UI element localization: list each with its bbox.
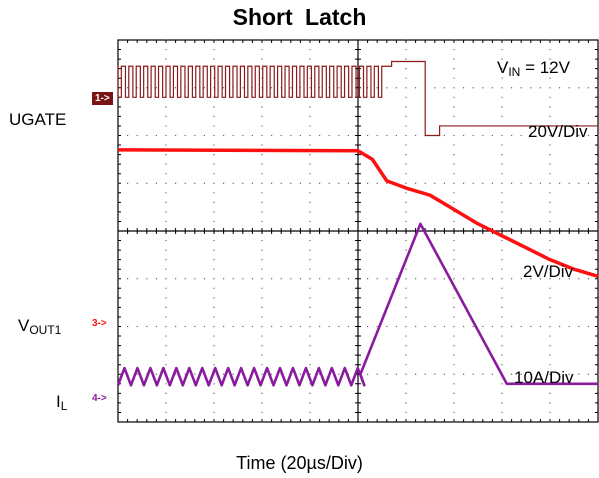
x-axis-label: Time (20µs/Div) (236, 453, 363, 473)
vin-annotation: VIN = 12V (497, 58, 570, 79)
ch3-marker: 3-> (92, 318, 107, 329)
axis-ticks (117, 39, 599, 423)
il-trace (116, 222, 598, 387)
vout1-trace (117, 148, 599, 279)
ch4-marker: 4-> (92, 393, 107, 404)
chart-title: Short Latch (232, 4, 367, 30)
vout1-label: VOUT1 (18, 316, 62, 337)
il-label: IL (56, 392, 68, 413)
ch4-scale-label: 10A/Div (514, 368, 574, 387)
ch3-scale-label: 2V/Div (523, 262, 574, 281)
ugate-trace (117, 60, 598, 137)
ch1-scale-label: 20V/Div (528, 122, 588, 141)
ugate-label: UGATE (9, 110, 67, 129)
ch1-marker: 1-> (92, 92, 113, 105)
